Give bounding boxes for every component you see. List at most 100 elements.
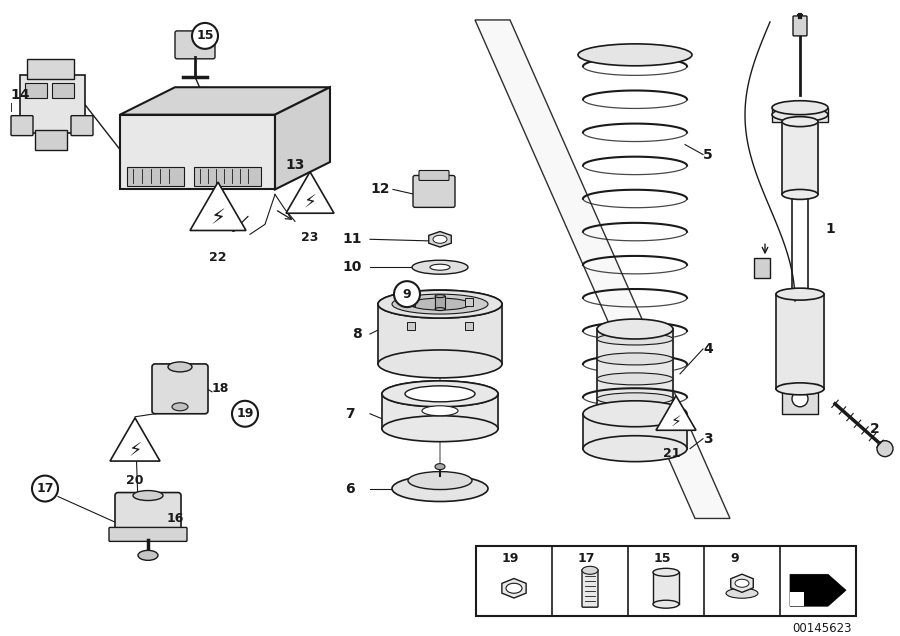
Circle shape: [877, 441, 893, 457]
FancyBboxPatch shape: [71, 116, 93, 135]
FancyBboxPatch shape: [793, 16, 807, 36]
Ellipse shape: [597, 353, 673, 365]
FancyBboxPatch shape: [35, 130, 67, 149]
Circle shape: [232, 401, 258, 427]
Ellipse shape: [726, 588, 758, 598]
Ellipse shape: [782, 190, 818, 200]
Ellipse shape: [782, 116, 818, 127]
Ellipse shape: [392, 476, 488, 502]
Text: 19: 19: [237, 407, 254, 420]
Polygon shape: [286, 172, 334, 213]
Text: 4: 4: [703, 342, 713, 356]
Text: 16: 16: [167, 512, 184, 525]
Ellipse shape: [382, 416, 498, 441]
Polygon shape: [275, 87, 330, 190]
Ellipse shape: [597, 393, 673, 404]
Text: 13: 13: [285, 158, 304, 172]
Ellipse shape: [410, 298, 470, 310]
Ellipse shape: [735, 579, 749, 587]
Polygon shape: [428, 232, 451, 247]
Ellipse shape: [133, 490, 163, 501]
FancyBboxPatch shape: [194, 167, 261, 186]
Polygon shape: [475, 20, 730, 518]
Ellipse shape: [653, 569, 679, 576]
Circle shape: [792, 391, 808, 407]
Polygon shape: [790, 592, 804, 606]
Text: 23: 23: [302, 231, 319, 244]
Text: 8: 8: [352, 327, 362, 341]
Ellipse shape: [597, 404, 673, 424]
Text: 18: 18: [212, 382, 230, 396]
FancyBboxPatch shape: [407, 298, 415, 306]
Polygon shape: [110, 418, 160, 461]
Polygon shape: [731, 574, 753, 592]
FancyBboxPatch shape: [115, 492, 181, 534]
FancyBboxPatch shape: [27, 59, 74, 79]
Ellipse shape: [382, 381, 498, 407]
Ellipse shape: [378, 350, 502, 378]
Polygon shape: [120, 87, 330, 114]
Polygon shape: [790, 574, 846, 606]
FancyBboxPatch shape: [413, 176, 455, 207]
Text: 1: 1: [825, 223, 835, 237]
FancyBboxPatch shape: [175, 31, 215, 59]
FancyBboxPatch shape: [127, 167, 184, 186]
Ellipse shape: [382, 381, 498, 407]
Text: 00145623: 00145623: [793, 621, 852, 635]
FancyBboxPatch shape: [476, 546, 856, 616]
Polygon shape: [502, 579, 526, 598]
FancyBboxPatch shape: [754, 258, 770, 278]
Ellipse shape: [172, 403, 188, 411]
Text: 19: 19: [502, 552, 519, 565]
FancyBboxPatch shape: [407, 322, 415, 330]
Text: 3: 3: [703, 432, 713, 446]
Ellipse shape: [378, 290, 502, 318]
Ellipse shape: [408, 472, 472, 490]
Text: ⚡: ⚡: [129, 441, 141, 460]
Polygon shape: [656, 396, 696, 431]
Ellipse shape: [658, 569, 674, 576]
FancyBboxPatch shape: [109, 527, 187, 541]
Text: 15: 15: [654, 552, 671, 565]
Ellipse shape: [405, 386, 475, 402]
Ellipse shape: [772, 100, 828, 114]
Text: 9: 9: [402, 287, 411, 301]
Ellipse shape: [506, 583, 522, 593]
Ellipse shape: [412, 260, 468, 274]
FancyBboxPatch shape: [25, 83, 47, 98]
Circle shape: [32, 476, 58, 502]
Text: 10: 10: [343, 260, 362, 274]
Text: 7: 7: [346, 407, 355, 421]
Ellipse shape: [597, 319, 673, 339]
Ellipse shape: [582, 566, 598, 574]
FancyBboxPatch shape: [582, 569, 598, 607]
Text: 21: 21: [663, 447, 680, 460]
Text: 2: 2: [870, 422, 880, 436]
FancyBboxPatch shape: [11, 116, 33, 135]
Circle shape: [394, 281, 420, 307]
Text: 17: 17: [578, 552, 596, 565]
Ellipse shape: [597, 333, 673, 345]
Ellipse shape: [597, 373, 673, 385]
FancyBboxPatch shape: [782, 384, 818, 414]
Ellipse shape: [433, 235, 447, 244]
Ellipse shape: [430, 264, 450, 270]
Circle shape: [192, 23, 218, 49]
FancyBboxPatch shape: [772, 107, 828, 121]
Ellipse shape: [435, 294, 445, 298]
Ellipse shape: [392, 294, 488, 314]
FancyBboxPatch shape: [465, 322, 473, 330]
Text: 20: 20: [126, 474, 144, 487]
Ellipse shape: [378, 290, 502, 318]
FancyBboxPatch shape: [120, 114, 275, 190]
Ellipse shape: [578, 44, 692, 66]
FancyBboxPatch shape: [152, 364, 208, 414]
Ellipse shape: [772, 107, 828, 121]
Ellipse shape: [422, 406, 458, 416]
Text: 5: 5: [703, 148, 713, 162]
Ellipse shape: [583, 401, 687, 427]
Ellipse shape: [168, 362, 192, 372]
FancyBboxPatch shape: [20, 75, 85, 133]
Ellipse shape: [776, 383, 824, 395]
Ellipse shape: [600, 404, 670, 423]
